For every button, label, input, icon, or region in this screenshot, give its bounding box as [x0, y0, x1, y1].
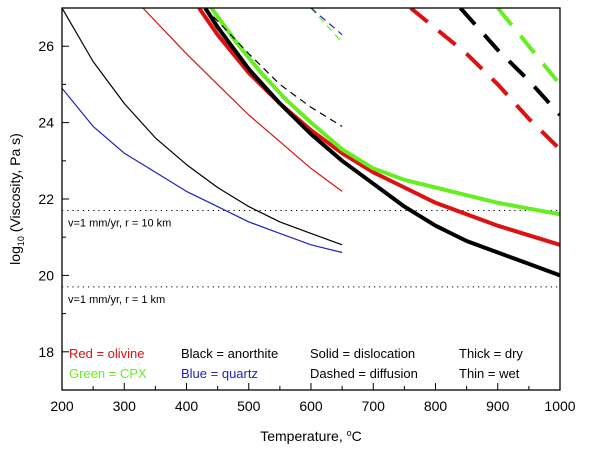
series-line	[209, 8, 560, 217]
data-layer	[62, 8, 560, 288]
series-line	[458, 8, 560, 117]
x-tick-label: 900	[486, 398, 510, 414]
series-line	[496, 8, 560, 86]
legend-entry: Thick = dry	[459, 346, 523, 361]
y-tick-label: 18	[38, 344, 54, 360]
series-line	[62, 8, 343, 246]
series-line	[310, 8, 343, 36]
legend-entry: Green = CPX	[69, 366, 147, 381]
y-axis-label: log10 (Viscosity, Pa s)	[7, 133, 26, 265]
reference-label: v=1 mm/yr, r = 10 km	[68, 217, 171, 229]
x-tick-label: 500	[237, 398, 261, 414]
y-axis-ticks: 18 20 22 24 26	[38, 7, 69, 391]
y-tick-label: 26	[38, 38, 54, 54]
x-tick-label: 300	[113, 398, 137, 414]
x-tick-label: 1000	[544, 398, 575, 414]
series-line	[310, 8, 343, 43]
x-tick-label: 600	[299, 398, 323, 414]
y-tick-label: 20	[38, 267, 54, 283]
series-lines	[62, 8, 560, 278]
x-tick-label: 700	[362, 398, 386, 414]
series-line	[409, 8, 560, 151]
series-line	[204, 8, 343, 127]
x-axis-ticks: 200 300 400 500 600 700 800 900 1000	[50, 383, 576, 414]
series-line	[62, 87, 343, 254]
legend-entry: Thin = wet	[459, 366, 520, 381]
legend-entry: Red = olivine	[69, 346, 145, 361]
x-tick-label: 400	[175, 398, 199, 414]
series-line	[142, 8, 343, 192]
x-tick-label: 800	[424, 398, 448, 414]
series-line	[197, 8, 560, 247]
legend-entry: Black = anorthite	[181, 346, 278, 361]
series-line	[203, 8, 560, 278]
reference-label: v=1 mm/yr, r = 1 km	[68, 294, 165, 306]
y-tick-label: 22	[38, 191, 54, 207]
legend-entry: Solid = dislocation	[310, 346, 415, 361]
x-tick-label: 200	[50, 398, 74, 414]
legend-entry: Dashed = diffusion	[310, 366, 418, 381]
legend-entry: Blue = quartz	[181, 366, 258, 381]
y-tick-label: 24	[38, 115, 54, 131]
legend: Red = olivine Green = CPX Black = anorthit…	[69, 346, 523, 381]
reference-labels: v=1 mm/yr, r = 10 km v=1 mm/yr, r = 1 km	[68, 217, 171, 305]
x-axis-label: Temperature, oC	[260, 428, 362, 444]
